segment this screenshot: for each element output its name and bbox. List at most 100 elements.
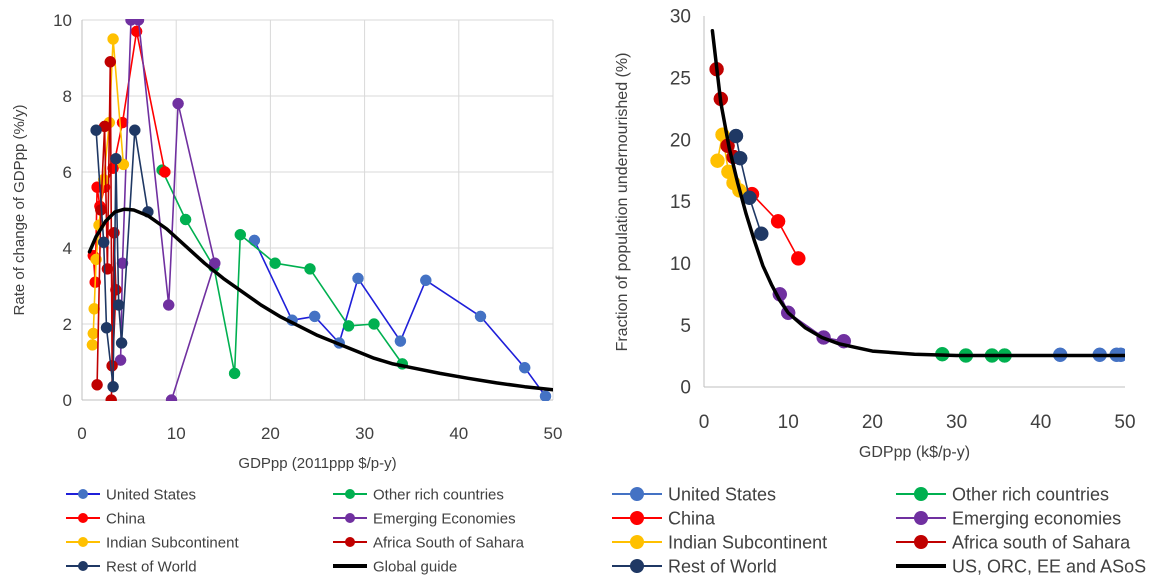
data-point-africa-south-of-sahara (101, 263, 114, 275)
y-tick-label: 15 (670, 192, 691, 213)
x-tick-label: 40 (1030, 412, 1051, 433)
data-point-other-rich-countries (179, 213, 192, 226)
y-tick-label: 8 (63, 87, 72, 106)
data-point-indian-subcontinent (88, 303, 100, 315)
series-us-orc-ee-and-asos (710, 29, 1125, 358)
legend-item-united-states: United States (612, 484, 776, 504)
x-tick-label: 40 (449, 424, 468, 443)
legend-item-africa-south-of-sahara: Africa South of Sahara (333, 534, 525, 551)
legend-marker (345, 489, 355, 499)
data-point-africa-south-of-sahara (110, 284, 122, 296)
legend-marker (630, 487, 644, 501)
legend-item-other-rich-countries: Other rich countries (333, 486, 504, 503)
y-tick-label: 10 (53, 11, 72, 30)
series-emerging-economies (114, 19, 221, 401)
legend-item-china: China (612, 508, 716, 528)
data-point-china (791, 251, 806, 266)
y-axis-label: Rate of change of GDPpp (%/y) (11, 105, 28, 316)
series-line-united-states (253, 239, 547, 398)
data-point-rest-of-world (110, 152, 122, 165)
x-tick-label: 50 (544, 424, 563, 443)
data-point-africa-south-of-sahara (106, 360, 118, 372)
series-united-states (248, 234, 552, 401)
data-point-emerging-economies (116, 257, 129, 269)
data-point-rest-of-world (100, 322, 113, 334)
y-tick-label: 0 (63, 391, 72, 410)
legend-item-other-rich-countries: Other rich countries (896, 484, 1109, 504)
data-point-united-states (308, 310, 321, 323)
legend-item-global-guide: Global guide (333, 558, 457, 575)
data-point-rest-of-world (129, 124, 141, 136)
data-point-africa-south-of-sahara (104, 56, 117, 68)
x-tick-label: 30 (355, 424, 374, 443)
data-point-emerging-economies (132, 19, 145, 26)
legend-item-emerging-economies: Emerging economies (896, 508, 1121, 528)
data-point-rest-of-world (728, 128, 744, 144)
data-point-indian-subcontinent (710, 153, 725, 168)
legend-item-rest-of-world: Rest of World (66, 558, 197, 575)
legend-item-indian-subcontinent: Indian Subcontinent (66, 534, 239, 551)
x-axis-label: GDPpp (k$/p-y) (859, 444, 970, 461)
data-point-other-rich-countries (234, 228, 247, 241)
series-global-guide (87, 207, 553, 392)
y-tick-label: 6 (63, 163, 72, 182)
y-tick-label: 10 (670, 254, 691, 275)
legend-label: Indian Subcontinent (668, 532, 827, 552)
series-line-us-orc-ee-and-asos (710, 29, 1125, 358)
legend-label: Global guide (373, 558, 457, 575)
legend-item-africa-south-of-sahara: Africa south of Sahara (896, 532, 1131, 552)
legend-marker (914, 487, 928, 501)
legend-label: Rest of World (668, 556, 777, 576)
series-africa-south-of-sahara (709, 61, 741, 165)
data-point-other-rich-countries (342, 320, 355, 332)
data-point-united-states (248, 234, 261, 247)
data-point-united-states (394, 335, 407, 347)
legend-marker (630, 559, 644, 573)
series-line-rest-of-world (735, 135, 763, 235)
legend-label: Rest of World (106, 558, 197, 575)
y-tick-label: 20 (670, 130, 691, 151)
plot-area (709, 29, 1125, 363)
data-point-rest-of-world (112, 299, 125, 311)
data-point-africa-south-of-sahara (105, 394, 117, 401)
legend-label: United States (106, 486, 196, 503)
data-point-indian-subcontinent (90, 253, 102, 266)
legend-marker (78, 561, 88, 571)
x-axis-label: GDPpp (2011ppp $/p-y) (238, 455, 396, 472)
data-point-other-rich-countries (269, 257, 281, 269)
data-point-emerging-economies (165, 394, 178, 401)
x-tick-label: 20 (261, 424, 280, 443)
data-point-indian-subcontinent (107, 33, 119, 45)
data-point-other-rich-countries (228, 367, 241, 380)
legend-label: China (668, 508, 716, 528)
x-tick-label: 10 (167, 424, 186, 443)
data-point-other-rich-countries (368, 318, 380, 330)
data-point-rest-of-world (97, 236, 110, 249)
legend-marker (78, 513, 88, 523)
x-tick-label: 0 (77, 424, 86, 443)
data-point-china (770, 214, 786, 229)
data-point-emerging-economies (114, 354, 127, 366)
legend-marker (78, 537, 88, 547)
data-point-united-states (474, 310, 487, 323)
series-rest-of-world (90, 124, 154, 393)
data-point-other-rich-countries (304, 263, 316, 275)
data-point-united-states (539, 390, 552, 401)
series-other-rich-countries (156, 164, 409, 380)
legend-marker (630, 511, 644, 525)
legend-item-indian-subcontinent: Indian Subcontinent (612, 532, 827, 552)
x-tick-label: 30 (946, 412, 967, 433)
y-tick-label: 4 (63, 239, 72, 258)
plot-area (86, 19, 553, 401)
data-point-emerging-economies (162, 299, 175, 311)
legend-marker (914, 511, 928, 525)
data-point-united-states (352, 272, 364, 285)
y-tick-label: 0 (680, 378, 691, 399)
x-tick-label: 50 (1114, 412, 1135, 433)
data-point-china (116, 116, 129, 129)
data-point-emerging-economies (209, 257, 221, 269)
chart-left-gdp-growth: 0 10 20 30 40 50 0 2 4 6 8 10 GDPpp (2011ppp $/p-y) R… (11, 11, 562, 472)
series-line-emerging-economies (119, 19, 216, 401)
legend-item-rest-of-world: Rest of World (612, 556, 777, 576)
